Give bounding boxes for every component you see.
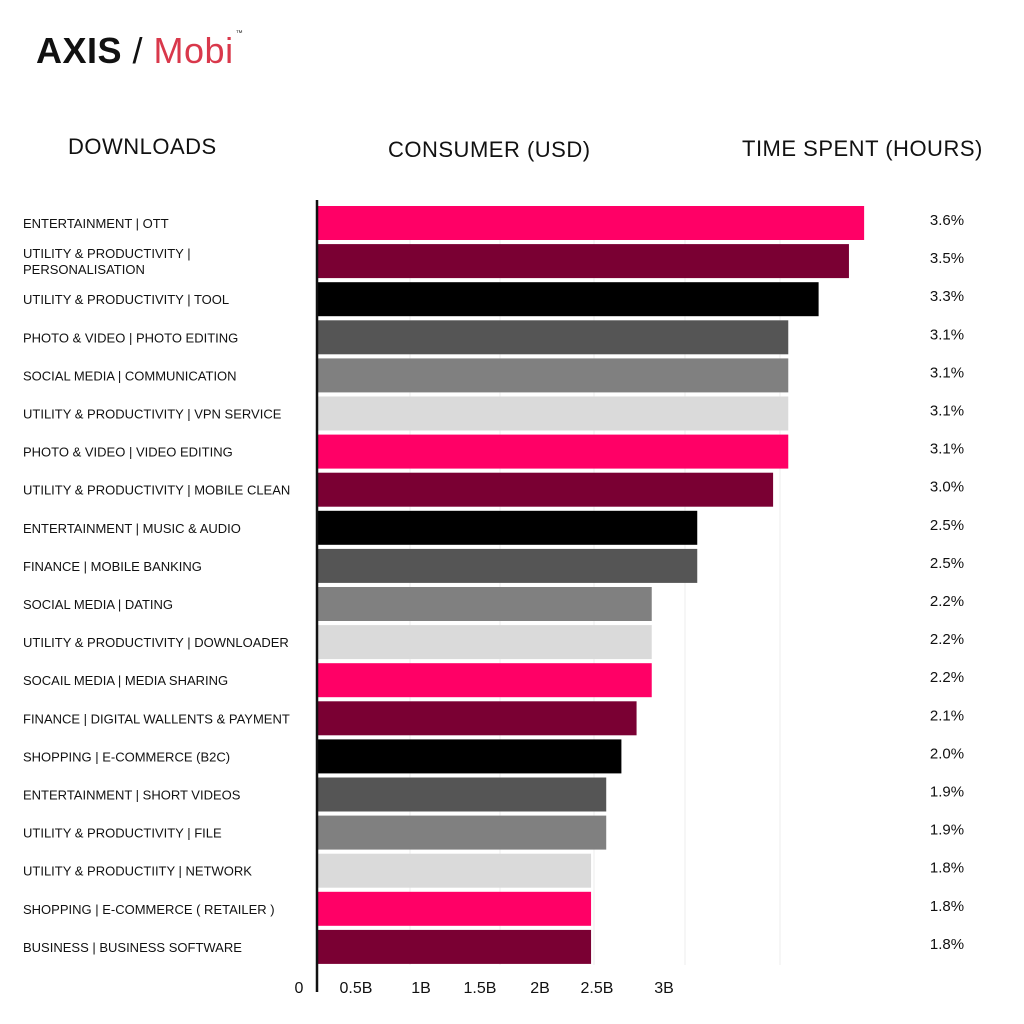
bar	[318, 320, 789, 355]
category-label: SOCIAL MEDIA | DATING	[23, 597, 173, 612]
bar	[318, 701, 637, 736]
value-label: 1.8%	[930, 860, 964, 877]
value-label: 1.8%	[930, 936, 964, 953]
x-tick-label: 1.5B	[464, 980, 497, 997]
logo-separator: /	[122, 30, 154, 71]
value-label: 3.1%	[930, 403, 964, 420]
bar	[318, 929, 592, 964]
bar	[318, 739, 622, 774]
category-label: SOCAIL MEDIA | MEDIA SHARING	[23, 673, 228, 688]
header-consumer: CONSUMER (USD)	[388, 137, 591, 162]
category-label: SHOPPING | E-COMMERCE (B2C)	[23, 749, 230, 764]
category-label: SHOPPING | E-COMMERCE ( RETAILER )	[23, 902, 275, 917]
x-tick-label: 2.5B	[581, 980, 614, 997]
category-label: UTILITY & PRODUCTIITY | NETWORK	[23, 864, 252, 879]
bar	[318, 625, 652, 660]
category-label: PHOTO & VIDEO | VIDEO EDITING	[23, 445, 233, 460]
value-label: 2.1%	[930, 707, 964, 724]
bar	[318, 434, 789, 469]
bar	[318, 358, 789, 393]
logo-mobi: Mobi	[153, 30, 234, 71]
category-label: PHOTO & VIDEO | PHOTO EDITING	[23, 330, 238, 345]
value-label: 3.1%	[930, 326, 964, 343]
category-label: FINANCE | DIGITAL WALLENTS & PAYMENT	[23, 711, 290, 726]
bar	[318, 587, 652, 621]
bar	[318, 510, 698, 545]
logo-trademark: ™	[235, 30, 243, 37]
value-label: 2.2%	[930, 631, 964, 648]
category-label: UTILITY & PRODUCTIVITY | FILE	[23, 826, 222, 841]
x-tick-label: 0.5B	[340, 980, 373, 997]
bar	[318, 282, 819, 317]
bar	[318, 853, 592, 888]
category-label: ENTERTAINMENT | SHORT VIDEOS	[23, 788, 241, 803]
value-label: 1.9%	[930, 822, 964, 839]
value-label: 2.0%	[930, 745, 964, 762]
category-label: UTILITY & PRODUCTIVITY | MOBILE CLEAN	[23, 483, 290, 498]
bar	[318, 396, 789, 431]
bar	[318, 548, 698, 583]
value-label: 3.1%	[930, 364, 964, 381]
header-time-spent: TIME SPENT (HOURS)	[742, 136, 983, 161]
category-label: ENTERTAINMENT | MUSIC & AUDIO	[23, 521, 241, 536]
category-label: UTILITY & PRODUCTIVITY | DOWNLOADER	[23, 635, 289, 650]
bar	[318, 472, 774, 507]
value-label: 1.9%	[930, 784, 964, 801]
value-label: 3.3%	[930, 288, 964, 305]
bar	[318, 815, 607, 850]
x-tick-label: 2B	[530, 980, 550, 997]
bar	[318, 777, 607, 812]
x-tick-label: 0	[295, 980, 304, 997]
value-label: 3.0%	[930, 479, 964, 496]
category-label: UTILITY & PRODUCTIVITY | VPN SERVICE	[23, 407, 282, 422]
category-label: BUSINESS | BUSINESS SOFTWARE	[23, 940, 242, 955]
header-downloads: DOWNLOADS	[68, 134, 217, 159]
logo-axis: AXIS	[36, 30, 123, 71]
category-label: ENTERTAINMENT | OTT	[23, 216, 169, 231]
category-label: UTILITY & PRODUCTIVITY | TOOL	[23, 292, 229, 307]
bar	[318, 206, 865, 240]
bar	[318, 244, 849, 279]
x-tick-label: 3B	[654, 980, 674, 997]
value-label: 2.5%	[930, 555, 964, 572]
value-label: 2.2%	[930, 593, 964, 610]
category-label: SOCIAL MEDIA | COMMUNICATION	[23, 368, 237, 383]
value-label: 2.2%	[930, 669, 964, 686]
value-label: 3.1%	[930, 441, 964, 458]
logo: AXIS / Mobi ™	[36, 30, 243, 72]
bar	[318, 891, 592, 926]
category-label: UTILITY & PRODUCTIVITY | PERSONALISATION	[23, 246, 191, 277]
bar	[318, 663, 652, 698]
x-tick-label: 1B	[411, 980, 431, 997]
value-label: 1.8%	[930, 898, 964, 915]
value-label: 3.6%	[930, 212, 964, 229]
value-label: 3.5%	[930, 250, 964, 267]
value-label: 2.5%	[930, 517, 964, 534]
category-label: FINANCE | MOBILE BANKING	[23, 559, 202, 574]
